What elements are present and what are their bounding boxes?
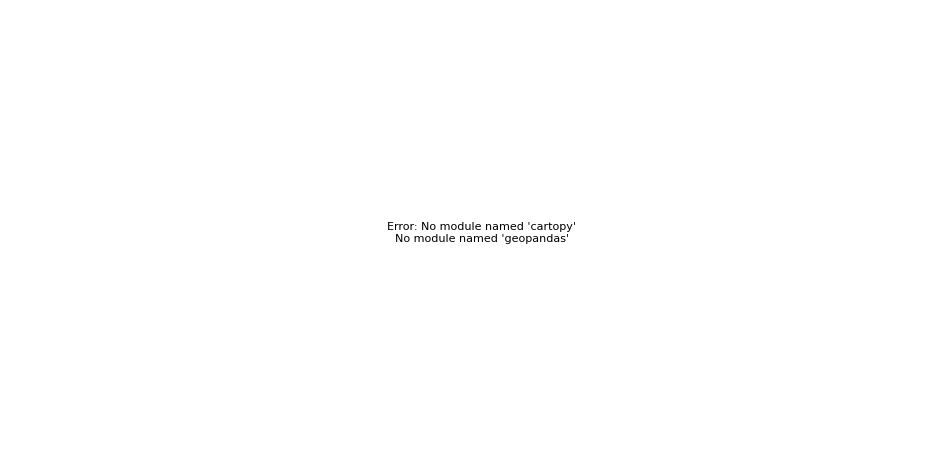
Text: Error: No module named 'cartopy'
No module named 'geopandas': Error: No module named 'cartopy' No modu…	[387, 222, 576, 243]
